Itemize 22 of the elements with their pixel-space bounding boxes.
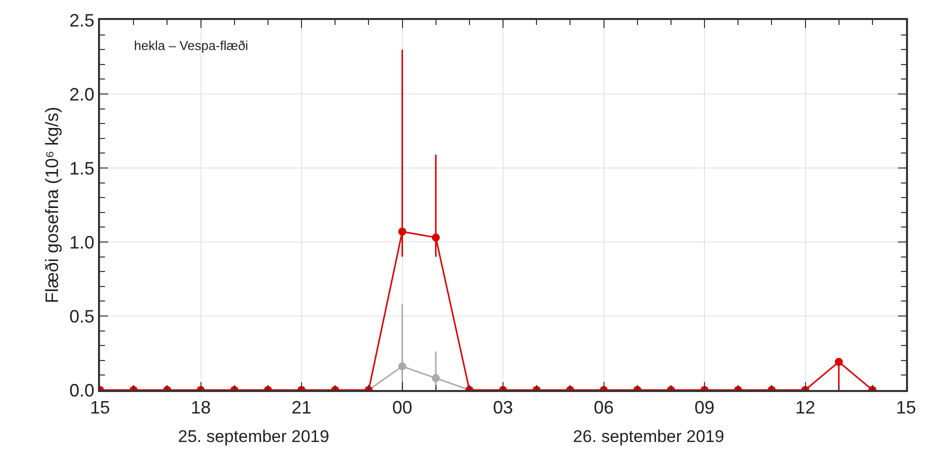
y-axis-title: Flæði gosefna (10⁶ kg/s) [42,106,62,304]
text: 25. september 2019 [178,427,330,446]
x-tick-label: 18 [190,398,211,418]
x-tick-label: 00 [392,398,412,418]
x-tick-label: 03 [492,398,514,418]
point [834,358,843,366]
text: 26. september 2019 [573,427,724,446]
point [432,234,440,242]
x-tick-label: 06 [594,398,614,418]
x-tick-label: 21 [291,398,312,418]
y-tick-label: 1.5 [69,158,94,178]
y-tick-label: 0.0 [69,380,94,400]
annotation: hekla – Vespa-flæði [134,38,248,53]
x-tick-label: 09 [694,398,715,418]
x-tick-label: 15 [896,398,916,418]
y-tick-label: 1.0 [69,232,94,252]
y-tick-label: 2.0 [69,84,94,104]
point [398,228,406,236]
x-tick-label: 15 [90,398,110,418]
y-tick-label: 0.5 [69,306,94,326]
y-tick-label: 2.5 [69,10,94,30]
x-tick-label: 12 [795,398,816,418]
